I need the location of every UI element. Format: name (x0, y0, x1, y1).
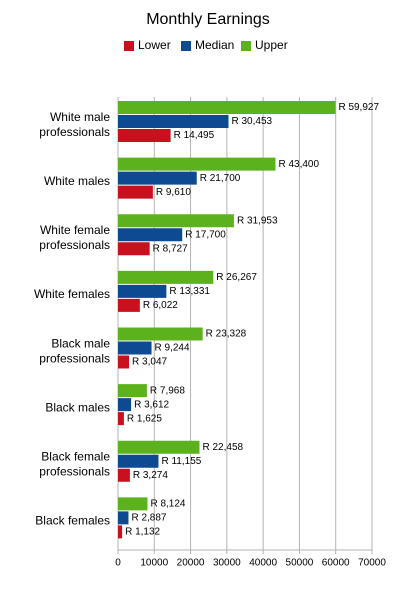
bar (118, 284, 167, 298)
legend-swatch (124, 41, 134, 51)
value-label: R 31,953 (237, 215, 278, 226)
category-label: Black male professionals (39, 336, 110, 365)
value-label: R 8,124 (150, 499, 185, 510)
bar (118, 398, 132, 412)
value-label: R 2,887 (131, 513, 166, 524)
category-label: White females (34, 287, 110, 301)
bar (118, 440, 200, 454)
value-label: R 7,968 (150, 385, 185, 396)
value-label: R 11,155 (161, 456, 201, 467)
value-label: R 3,274 (133, 470, 168, 481)
x-tick-label: 30000 (213, 558, 241, 569)
legend-swatch (241, 41, 251, 51)
bar (118, 298, 140, 312)
bar (118, 185, 153, 199)
bar (118, 129, 171, 142)
legend-label: Lower (138, 38, 171, 52)
legend-swatch (181, 41, 191, 51)
bar (118, 355, 130, 369)
bar (118, 101, 336, 114)
bar (118, 384, 147, 398)
value-label: R 9,244 (155, 343, 190, 354)
value-label: R 3,047 (132, 357, 167, 368)
legend-label: Median (195, 38, 234, 52)
bar (118, 228, 183, 242)
value-label: R 43,400 (278, 159, 319, 170)
category-label: Black females (35, 514, 110, 528)
x-tick-label: 10000 (140, 558, 168, 569)
x-tick-label: 50000 (286, 558, 314, 569)
value-label: R 13,331 (169, 286, 210, 297)
value-label: R 23,328 (206, 329, 247, 340)
x-tick-label: 0 (115, 558, 121, 569)
value-label: R 26,267 (216, 272, 257, 283)
bar (118, 157, 276, 171)
value-label: R 6,022 (143, 300, 178, 311)
value-label: R 30,453 (232, 116, 273, 127)
value-label: R 22,458 (202, 442, 243, 453)
bar (118, 242, 150, 256)
legend-label: Upper (255, 38, 288, 52)
x-tick-label: 60000 (322, 558, 350, 569)
category-label: White female professionals (39, 223, 110, 252)
x-tick-label: 40000 (249, 558, 277, 569)
chart-title: Monthly Earnings (146, 11, 270, 28)
bar (118, 412, 124, 426)
value-label: R 8,727 (153, 243, 188, 254)
bar (118, 497, 148, 511)
bar (118, 171, 197, 185)
bar (118, 468, 130, 482)
x-tick-label: 70000 (358, 558, 386, 569)
value-label: R 17,700 (185, 229, 226, 240)
value-label: R 21,700 (200, 173, 241, 184)
category-label: White male professionals (39, 110, 110, 139)
bar (118, 270, 214, 284)
value-label: R 3,612 (134, 399, 169, 410)
bar (118, 327, 203, 341)
category-label: Black males (45, 401, 110, 415)
value-label: R 1,625 (127, 413, 162, 424)
bar (118, 214, 234, 228)
value-label: R 1,132 (125, 527, 160, 538)
bar (118, 525, 123, 539)
bar (118, 115, 229, 128)
category-label: White males (44, 174, 110, 188)
value-label: R 14,495 (174, 130, 215, 141)
bar (118, 454, 159, 468)
category-label: Black female professionals (39, 450, 110, 479)
bar (118, 511, 129, 525)
x-tick-label: 20000 (177, 558, 205, 569)
value-label: R 9,610 (156, 187, 191, 198)
value-label: R 59,927 (338, 102, 379, 113)
bar (118, 341, 152, 355)
